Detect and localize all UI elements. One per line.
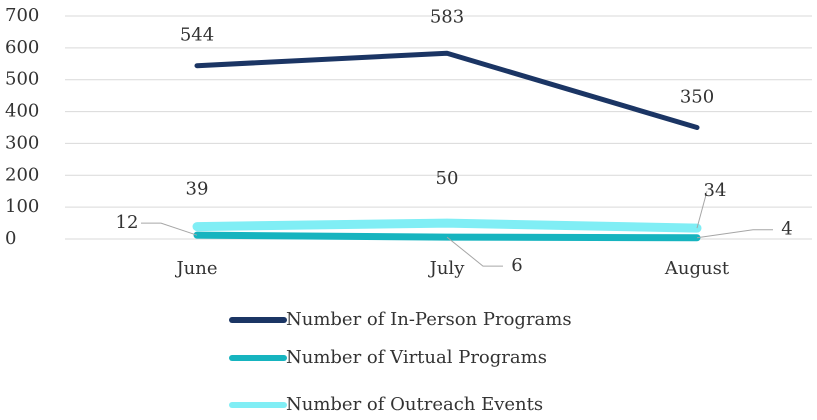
x-tick-label: July [428, 258, 466, 279]
leader-line [696, 229, 773, 239]
y-tick-label: 0 [5, 228, 16, 249]
legend-label: Number of In-Person Programs [286, 309, 572, 330]
y-tick-label: 500 [5, 69, 39, 90]
legend-label: Number of Outreach Events [286, 394, 543, 415]
y-tick-label: 100 [5, 196, 39, 217]
data-label: 50 [436, 168, 459, 189]
leader-line [446, 236, 503, 267]
legend-label: Number of Virtual Programs [286, 347, 547, 368]
data-label: 34 [704, 180, 727, 201]
y-tick-label: 200 [5, 164, 39, 185]
leader-line [696, 191, 708, 229]
data-label: 6 [511, 255, 522, 276]
data-label: 12 [116, 212, 139, 233]
data-label: 544 [180, 25, 214, 46]
data-label: 583 [430, 6, 464, 27]
y-tick-label: 300 [5, 132, 39, 153]
x-tick-label: June [174, 258, 217, 279]
leader-line [141, 222, 198, 236]
data-label: 39 [186, 179, 209, 200]
data-label: 4 [781, 219, 792, 240]
y-tick-label: 600 [5, 37, 39, 58]
y-tick-label: 400 [5, 101, 39, 122]
x-tick-label: August [664, 258, 730, 279]
y-tick-label: 700 [5, 5, 39, 26]
series-line [194, 50, 700, 130]
data-label: 350 [680, 87, 714, 108]
series-line [192, 218, 702, 233]
